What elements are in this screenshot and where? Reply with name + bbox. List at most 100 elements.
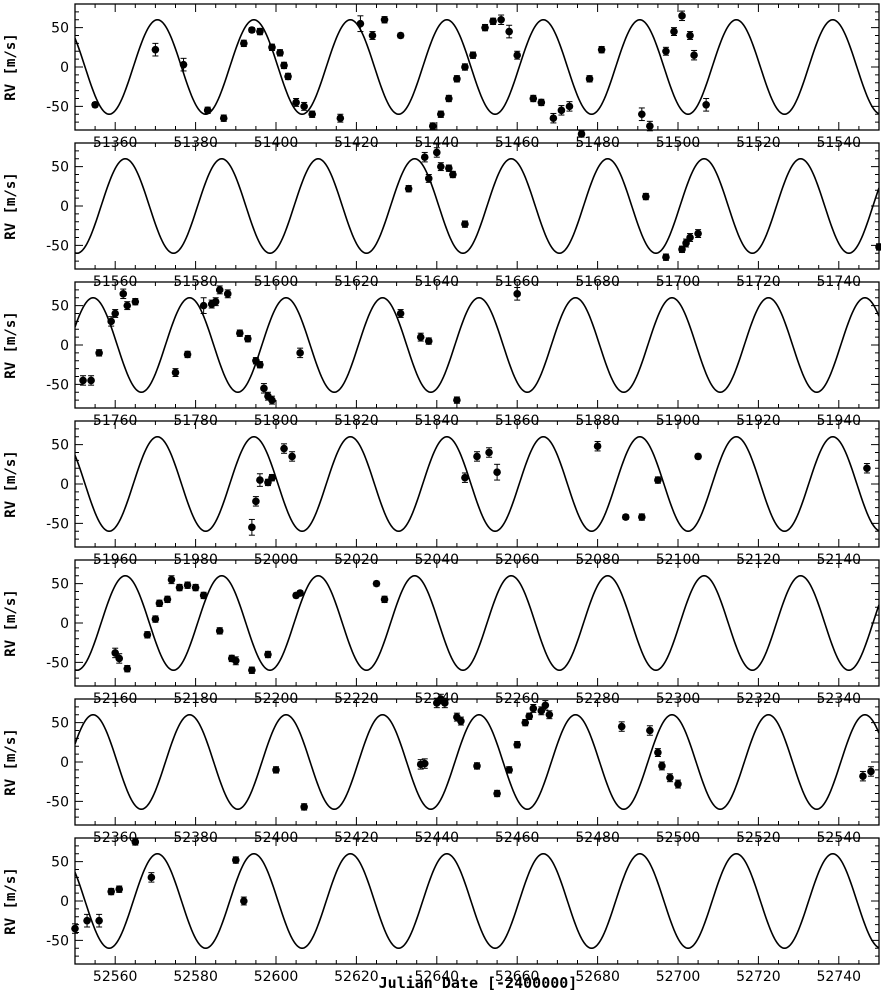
x-tick-label: 52660: [495, 969, 540, 985]
data-point: [420, 153, 429, 161]
data-point: [131, 838, 140, 846]
data-point: [686, 31, 694, 40]
data-point: [513, 740, 521, 749]
data-point: [859, 772, 867, 780]
data-point: [445, 164, 453, 172]
data-point: [83, 916, 91, 925]
model-curve: [75, 435, 879, 533]
data-point: [215, 627, 224, 635]
rv-panel-1: 51360 51380 51400 51420 51440 51460 51480 51500…: [3, 3, 880, 151]
x-tick-label: 52680: [575, 969, 620, 985]
data-point: [268, 43, 276, 52]
model-curve: [75, 157, 879, 255]
model-curve: [75, 18, 879, 116]
x-tick-label: 52580: [173, 969, 218, 985]
y-tick-label: 0: [60, 60, 69, 76]
data-point: [107, 317, 115, 326]
data-point: [215, 286, 224, 294]
data-point: [115, 885, 124, 893]
data-point: [123, 301, 132, 310]
y-axis-label: RV [m/s]: [3, 728, 19, 795]
x-tick-label: 52740: [817, 969, 862, 985]
y-axis-label: RV [m/s]: [3, 33, 19, 100]
data-point: [260, 384, 268, 393]
x-tick-label: 52640: [415, 969, 460, 985]
y-axis-label: RV [m/s]: [3, 867, 19, 934]
data-point: [119, 290, 128, 298]
data-point: [453, 75, 461, 83]
data-point: [211, 297, 220, 306]
data-point: [481, 23, 489, 32]
data-point: [521, 718, 530, 727]
panel-frame: [74, 420, 880, 548]
data-point: [151, 45, 160, 54]
data-point: [240, 897, 248, 905]
data-point: [240, 39, 248, 48]
data-point: [292, 98, 300, 107]
y-tick-label: 50: [51, 299, 69, 315]
data-point: [147, 873, 156, 882]
data-point: [686, 233, 694, 242]
data-point: [356, 19, 365, 28]
y-tick-label: 0: [60, 616, 69, 632]
data-point: [461, 473, 469, 482]
data-point: [268, 473, 276, 482]
data-point: [646, 726, 654, 735]
data-point: [111, 309, 119, 318]
rv-panel-5: 5216052180522005222052240522605228052300…: [3, 559, 880, 707]
data-point: [678, 12, 686, 20]
data-point: [95, 916, 103, 925]
panel-frame: [74, 142, 880, 270]
data-point: [296, 349, 304, 357]
data-point: [183, 581, 192, 589]
data-point: [654, 748, 662, 757]
data-point: [549, 114, 558, 122]
data-point: [541, 701, 550, 710]
data-point: [449, 170, 457, 179]
data-point: [621, 513, 630, 521]
data-point: [670, 27, 678, 36]
data-point: [473, 452, 481, 461]
data-point: [288, 452, 296, 461]
data-point: [489, 17, 497, 26]
model-curve: [75, 296, 879, 394]
x-tick-label: 52700: [656, 969, 701, 985]
data-point: [493, 789, 501, 798]
data-point: [428, 122, 437, 130]
data-point: [111, 649, 119, 657]
data-point: [453, 396, 461, 404]
y-axis-label: RV [m/s]: [3, 172, 19, 239]
data-point: [433, 148, 441, 157]
data-point: [690, 51, 698, 59]
data-point: [642, 192, 650, 201]
x-tick-label: 52620: [334, 969, 379, 985]
y-tick-label: 50: [51, 716, 69, 732]
model-curve: [75, 574, 879, 672]
data-point: [396, 309, 405, 318]
rv-panel-2: 51560 51580 51600 51620 51640 51660 51680 51700…: [3, 142, 881, 290]
data-point: [658, 762, 666, 770]
data-point: [87, 376, 95, 385]
data-point: [131, 297, 140, 306]
data-point: [505, 766, 513, 774]
data-point: [654, 476, 662, 484]
panel-frame: [74, 698, 880, 826]
data-point: [694, 229, 702, 238]
data-point: [91, 101, 99, 109]
data-point: [107, 887, 115, 896]
data-point: [867, 767, 875, 776]
model-curve: [75, 852, 879, 950]
data-point: [199, 591, 208, 600]
y-axis-label: RV [m/s]: [3, 589, 19, 656]
y-tick-label: 50: [51, 160, 69, 176]
y-tick-label: 50: [51, 438, 69, 454]
data-point: [336, 114, 345, 122]
y-tick-label: 0: [60, 338, 69, 354]
data-point: [863, 464, 871, 473]
data-point: [674, 780, 682, 788]
data-point: [577, 130, 586, 138]
y-tick-label: -50: [46, 238, 69, 254]
data-point: [513, 290, 521, 298]
data-point: [662, 47, 670, 56]
